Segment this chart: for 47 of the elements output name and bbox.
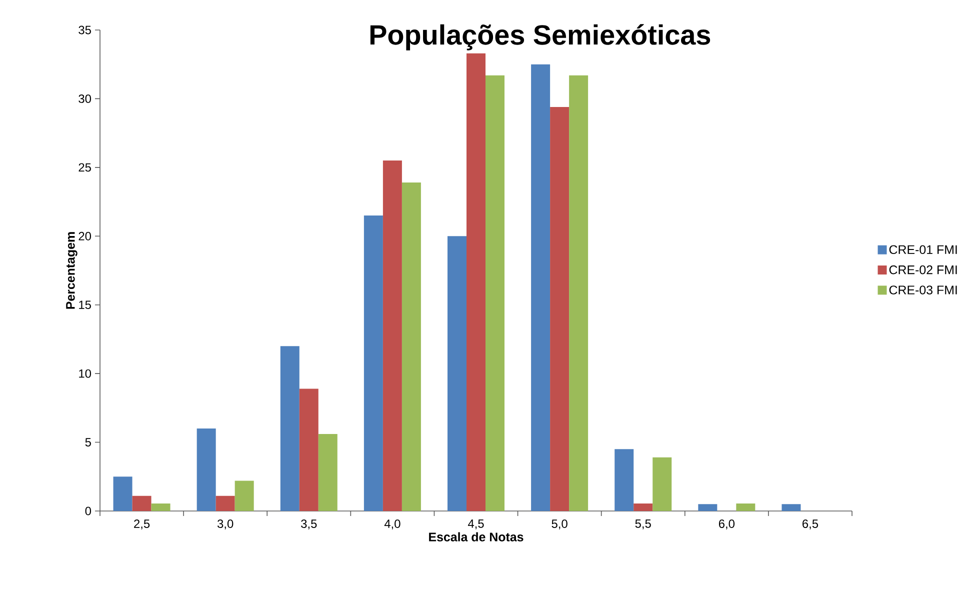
bar	[280, 346, 300, 511]
legend-label: CRE-03 FMI	[889, 286, 957, 294]
bar	[486, 75, 505, 511]
bar	[698, 504, 718, 511]
bar	[216, 496, 235, 511]
x-tick-label: 4,5	[468, 520, 484, 530]
bar	[299, 388, 318, 511]
y-tick-label: 10	[79, 369, 92, 378]
y-tick-label: 15	[79, 300, 91, 310]
x-tick-label: 3,0	[217, 520, 234, 530]
y-tick-label: 30	[78, 94, 92, 103]
y-tick-label: 25	[78, 163, 91, 172]
y-tick-label: 5	[85, 438, 91, 446]
bar	[151, 503, 170, 511]
bar	[402, 182, 421, 511]
bar	[634, 503, 653, 511]
y-tick-label: 20	[78, 232, 92, 240]
bar	[466, 53, 486, 511]
bar	[132, 496, 152, 511]
bar	[448, 236, 467, 511]
bar	[569, 75, 588, 511]
bar	[736, 503, 756, 511]
bar	[364, 216, 383, 511]
chart-title: Populações Semiexóticas	[370, 24, 710, 50]
bar	[196, 428, 216, 511]
y-tick-label: 0	[85, 506, 92, 516]
x-tick-label: 3,5	[301, 520, 317, 530]
x-tick-label: 2,5	[134, 520, 150, 530]
x-tick-label: 6,5	[802, 520, 818, 530]
legend-label: CRE-02 FMI	[889, 265, 957, 274]
bar	[550, 106, 570, 511]
bar	[652, 457, 672, 511]
bar	[113, 476, 132, 511]
x-tick-label: 6,0	[718, 520, 735, 530]
x-tick-label: 5,5	[635, 520, 651, 530]
y-axis-title: Percentagem	[66, 232, 78, 309]
bar	[318, 434, 338, 511]
bar	[382, 160, 402, 511]
x-tick-label: 5,0	[552, 520, 568, 530]
legend-label: CRE-01 FMI	[889, 245, 957, 254]
bar	[782, 504, 801, 511]
y-tick-label: 35	[78, 26, 91, 34]
x-axis-title: Escala de Notas	[429, 532, 524, 542]
bar	[234, 480, 254, 511]
bar	[531, 64, 550, 511]
bar	[614, 449, 634, 511]
x-tick-label: 4,0	[384, 520, 400, 530]
